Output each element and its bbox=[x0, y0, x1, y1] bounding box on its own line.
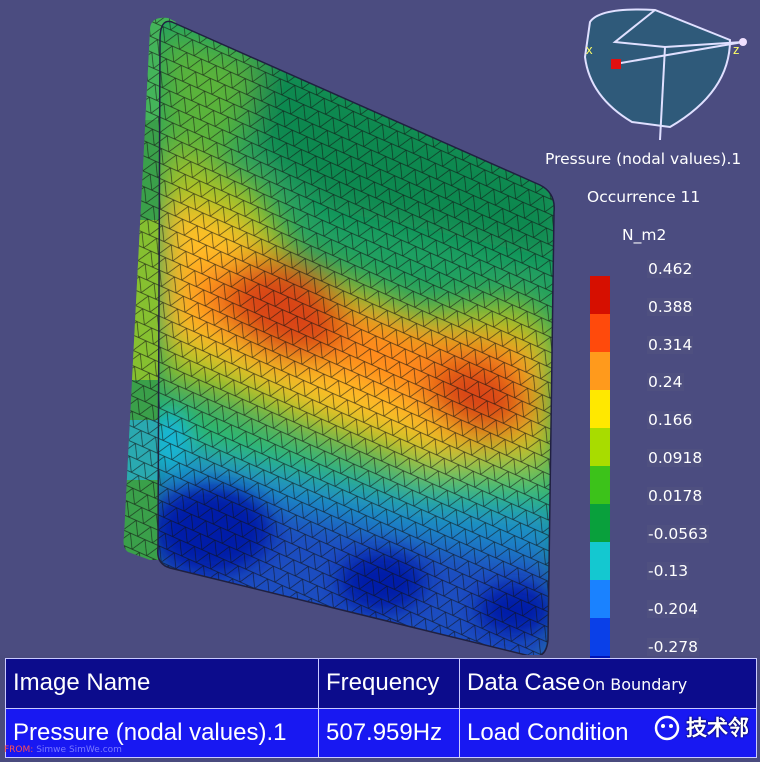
color-scale-segment bbox=[590, 466, 610, 504]
watermark-text: 技术邻 bbox=[686, 716, 749, 740]
color-scale-tick-label: -0.0563 bbox=[647, 524, 709, 543]
fea-plate-model[interactable] bbox=[0, 0, 760, 655]
color-scale-segment bbox=[590, 542, 610, 580]
legend-occurrence: Occurrence 11 bbox=[587, 188, 701, 206]
color-scale-tick-label: 0.0178 bbox=[647, 486, 704, 505]
color-scale-segment bbox=[590, 314, 610, 352]
plate-face-contour bbox=[157, 21, 555, 655]
color-scale-tick-label: 0.314 bbox=[647, 335, 694, 354]
credit-site-a: Simwe bbox=[36, 745, 67, 755]
result-info-table: Image Name Frequency Data Case On Boundar… bbox=[5, 658, 757, 758]
color-scale-segment bbox=[590, 390, 610, 428]
value-image-name: Pressure (nodal values).1 bbox=[5, 707, 319, 758]
value-data-case: Load Condition bbox=[459, 707, 757, 758]
legend-title: Pressure (nodal values).1 bbox=[545, 150, 742, 168]
color-scale-tick-label: 0.24 bbox=[647, 373, 684, 392]
axis-compass-icon[interactable] bbox=[560, 2, 760, 147]
header-image-name: Image Name bbox=[5, 658, 319, 709]
color-scale-tick-label: 0.0918 bbox=[647, 449, 704, 467]
source-credit: FROM: Simwe SimWe.com bbox=[4, 745, 122, 755]
color-scale-segment bbox=[590, 352, 610, 390]
color-scale-segment bbox=[590, 618, 610, 656]
color-scale-tick-label: -0.204 bbox=[647, 600, 699, 619]
color-scale-segment bbox=[590, 428, 610, 466]
color-scale-segment bbox=[590, 580, 610, 618]
watermark-logo-icon bbox=[654, 715, 680, 741]
credit-from: FROM: bbox=[4, 745, 34, 755]
3d-viewport[interactable]: x z Pressure (nodal values).1 Occurrence… bbox=[0, 0, 760, 694]
header-data-case: Data Case On Boundary bbox=[459, 658, 757, 709]
color-scale-tick-label: 0.388 bbox=[647, 297, 694, 316]
color-scale-tick-label: -0.13 bbox=[647, 562, 690, 581]
header-on-boundary: On Boundary bbox=[582, 675, 688, 695]
value-frequency: 507.959Hz bbox=[318, 707, 460, 758]
color-scale-tick-label: 0.166 bbox=[647, 411, 694, 430]
header-frequency: Frequency bbox=[318, 658, 460, 709]
color-scale-segment bbox=[590, 276, 610, 314]
legend-unit: N_m2 bbox=[622, 226, 667, 244]
color-scale-tick-label: -0.278 bbox=[647, 638, 699, 656]
color-scale-tick-label: 0.462 bbox=[647, 260, 694, 278]
color-scale-bar bbox=[590, 276, 610, 694]
credit-site-b: SimWe.com bbox=[68, 745, 122, 755]
axis-z-label: z bbox=[733, 42, 740, 57]
color-scale-segment bbox=[590, 504, 610, 542]
axis-x-label: x bbox=[586, 42, 593, 57]
